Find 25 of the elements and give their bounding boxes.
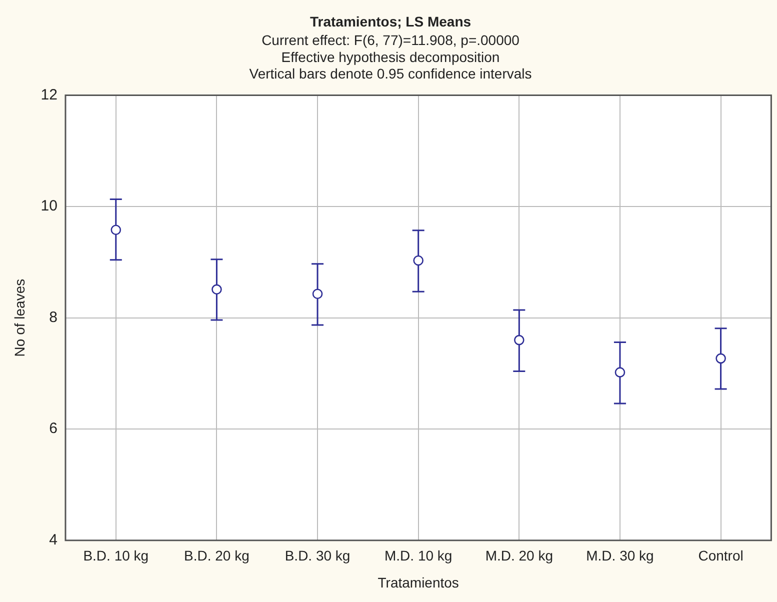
chart-title: Tratamientos; LS Means — [310, 13, 472, 30]
point — [110, 224, 122, 236]
y-tick-label: 12 — [40, 86, 58, 104]
point — [614, 367, 626, 378]
x-tick-label: B.D. 20 kg — [184, 548, 250, 564]
x-tick-label: Control — [698, 548, 744, 564]
x-tick-label: B.D. 30 kg — [284, 548, 350, 564]
x-tick-label: M.D. 20 kg — [485, 548, 554, 564]
x-tick-label: M.D. 30 kg — [586, 548, 654, 564]
y-axis-title: No of leaves — [11, 278, 28, 357]
text: Vertical bars denote 0.95 confidence intervals — [249, 66, 532, 82]
y-tick-label: 10 — [40, 198, 58, 215]
y-tick-label: 4 — [49, 532, 58, 549]
text: Effective hypothesis decomposition — [281, 48, 500, 65]
point — [413, 255, 424, 266]
point — [312, 288, 323, 300]
x-axis-title: Tratamientos — [378, 574, 459, 590]
chart-subtitle: Current effect: F(6, 77)=11.908, p=.00000 — [262, 32, 520, 48]
x-tick-label: M.D. 10 kg — [384, 548, 452, 564]
y-tick-label: 8 — [49, 308, 58, 326]
point — [514, 334, 524, 346]
y-tick-label: 6 — [49, 420, 58, 438]
point — [716, 353, 726, 364]
point — [212, 284, 222, 295]
x-tick-label: B.D. 10 kg — [83, 548, 149, 564]
